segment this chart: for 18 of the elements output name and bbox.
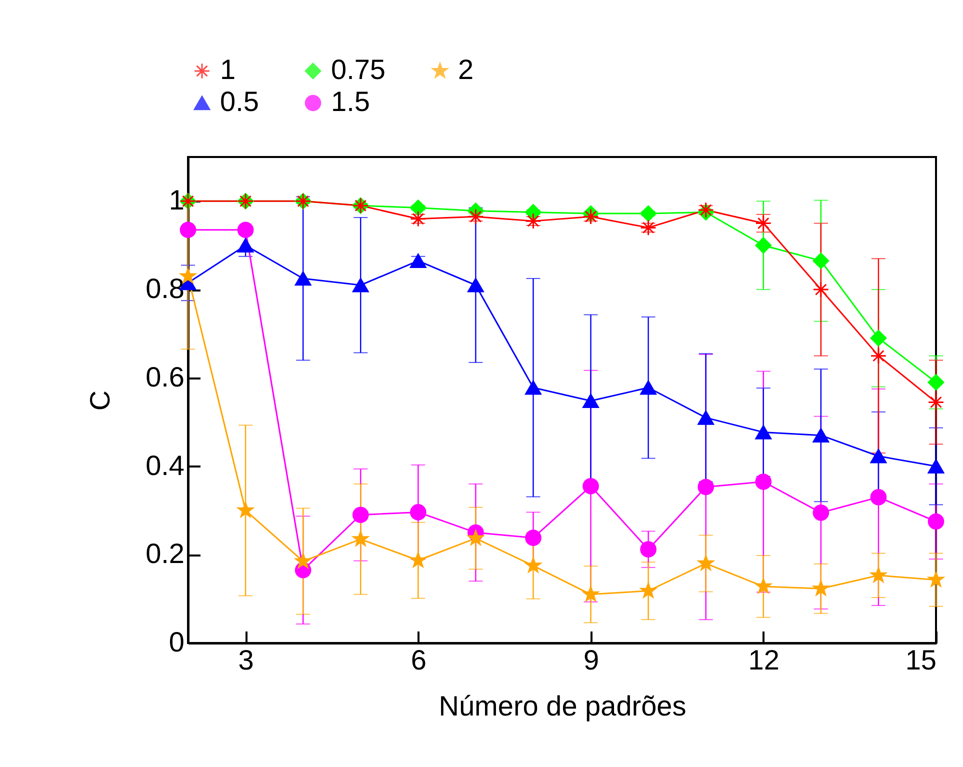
x-tick-label: 15 <box>905 644 936 676</box>
x-tick-label: 3 <box>238 644 254 676</box>
y-tick-label: 0 <box>168 626 184 658</box>
legend-label: 0.5 <box>220 86 259 117</box>
y-tick-label: 0.8 <box>146 273 184 304</box>
legend-label: 1 <box>220 54 236 85</box>
y-tick-label: 0.6 <box>146 361 184 392</box>
y-tick-label: 0.2 <box>146 538 184 570</box>
legend-label: 0.75 <box>331 54 386 85</box>
x-axis-title: Número de padrões <box>438 690 686 722</box>
x-tick-label: 9 <box>583 644 600 676</box>
legend-label: 2 <box>458 54 474 85</box>
legend-label: 1.5 <box>331 86 370 117</box>
x-tick-label: 6 <box>410 644 426 676</box>
y-tick-label: 0.4 <box>146 450 184 481</box>
y-axis-title: C <box>84 390 116 411</box>
x-tick-label: 12 <box>748 644 780 676</box>
y-tick-label: 1 <box>168 184 184 216</box>
